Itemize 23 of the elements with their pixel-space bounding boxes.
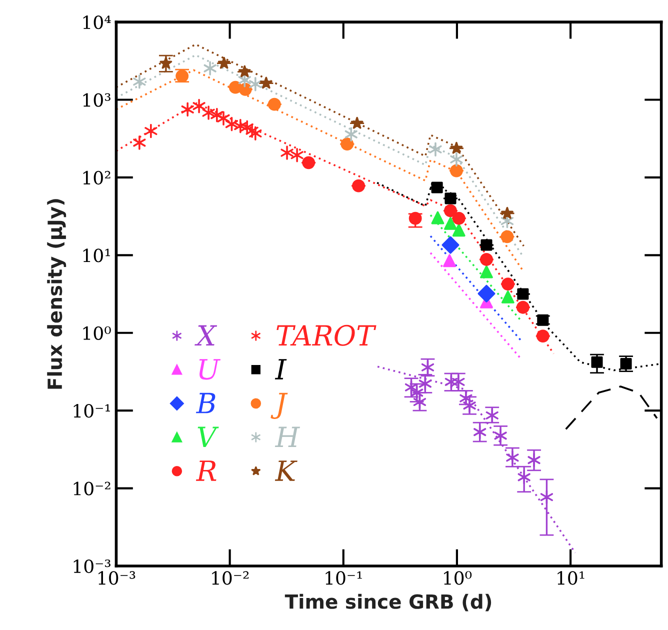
legend-label: J: [270, 392, 288, 419]
x-tick-label: 10⁻¹: [326, 571, 362, 585]
legend-label: B: [196, 392, 216, 414]
x-tick-label: 10¹: [558, 571, 584, 585]
y-tick-label: 10⁻¹: [74, 404, 110, 418]
legend-label: U: [199, 359, 221, 380]
x-axis-title: Time since GRB (d): [284, 594, 492, 612]
legend-label: TAROT: [276, 324, 376, 346]
y-tick-label: 10⁻³: [74, 559, 110, 574]
x-tick-label: 10⁻³: [98, 571, 136, 585]
x-tick-label: 10⁰: [444, 571, 472, 585]
y-tick-label: 10⁻²: [74, 482, 110, 496]
y-tick-label: 10⁴: [83, 16, 111, 30]
legend-label: I: [274, 359, 287, 380]
legend-label: K: [274, 460, 298, 481]
y-tick-label: 10¹: [83, 248, 110, 262]
legend-label: V: [198, 426, 219, 447]
y-axis-title: Flux density (μJy): [47, 199, 66, 389]
legend-label: R: [196, 460, 216, 481]
x-tick-label: 10⁻²: [212, 571, 249, 585]
y-tick-label: 10²: [83, 170, 110, 185]
y-tick-label: 10⁰: [83, 326, 111, 340]
y-tick-label: 10³: [83, 93, 110, 107]
